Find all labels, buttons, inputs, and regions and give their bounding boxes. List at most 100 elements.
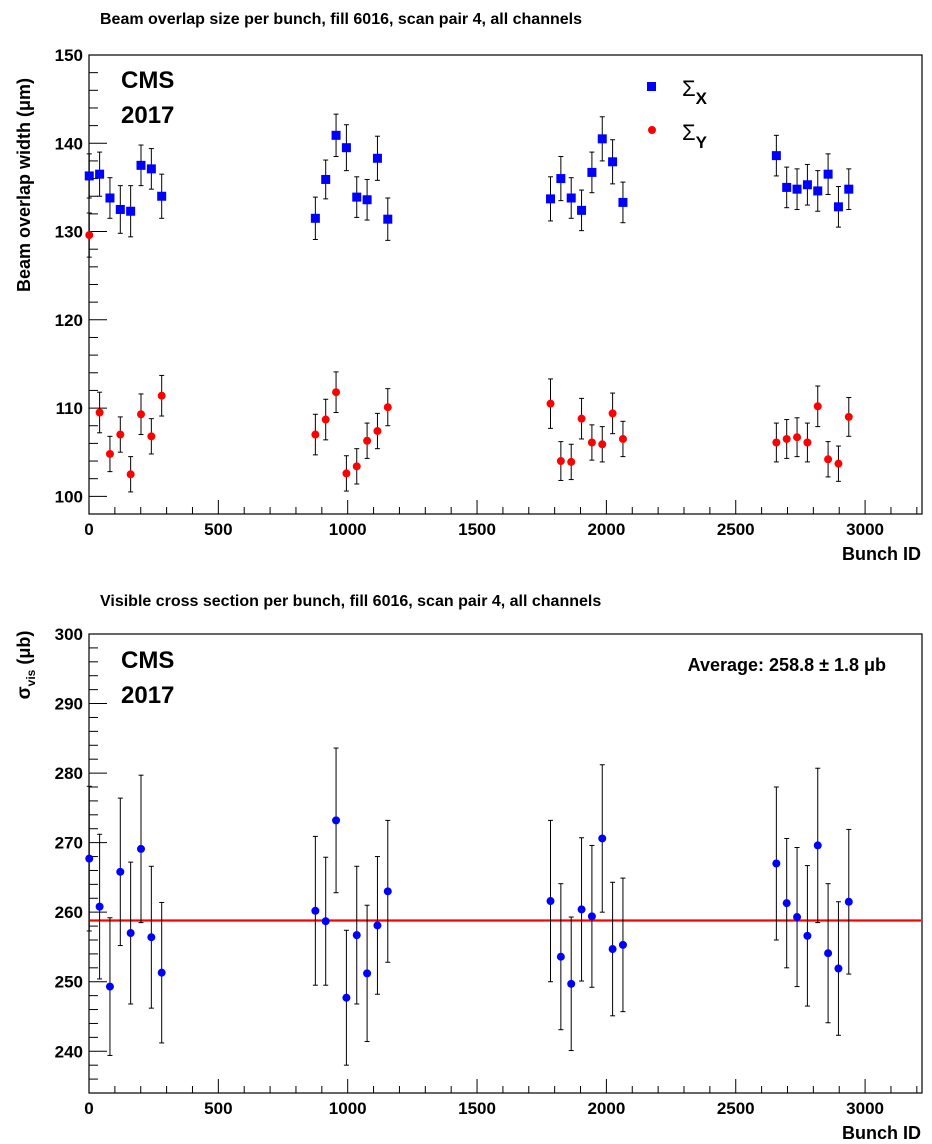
data-point-circle: [782, 899, 791, 908]
x-tick-label: 0: [84, 1099, 93, 1118]
data-point-circle: [813, 841, 822, 850]
legend-sigma-x-subscript: X: [696, 89, 708, 108]
x-tick-label: 2000: [587, 520, 625, 539]
data-point-circle: [332, 816, 341, 825]
cms-label-top: CMS: [121, 67, 174, 94]
data-point-circle: [844, 897, 853, 906]
data-point-square: [157, 191, 167, 201]
data-point-circle: [598, 440, 607, 449]
beam-overlap-y-axis-label: Beam overlap width (μm): [14, 78, 34, 292]
x-tick-label: 0: [84, 520, 93, 539]
data-point-circle: [136, 410, 145, 419]
data-point-circle: [352, 931, 361, 940]
data-point-square: [136, 160, 146, 170]
data-point-circle: [567, 979, 576, 988]
data-point-square: [844, 184, 854, 194]
data-point-circle: [342, 993, 351, 1002]
beam-overlap-panel: Beam overlap size per bunch, fill 6016, …: [14, 11, 923, 564]
data-point-circle: [342, 469, 351, 478]
data-point-circle: [147, 432, 156, 441]
data-point-circle: [105, 449, 114, 458]
data-point-square: [84, 171, 94, 181]
data-point-circle: [321, 415, 330, 424]
data-point-square: [771, 151, 781, 161]
legend-sigma-x-label: ΣX: [682, 76, 708, 108]
x-tick-label: 1500: [458, 1099, 496, 1118]
x-tick-label: 2500: [717, 520, 755, 539]
data-point-circle: [587, 912, 596, 921]
legend-sigma-y-symbol: Σ: [682, 120, 696, 145]
data-point-circle: [608, 945, 617, 954]
sigma-vis-subscript: vis: [24, 669, 38, 686]
data-point-square: [782, 182, 792, 192]
x-tick-label: 1000: [329, 1099, 367, 1118]
data-point-circle: [782, 434, 791, 443]
legend-sigma-y-label: ΣY: [682, 120, 708, 152]
data-point-square: [115, 204, 125, 214]
beam-overlap-title: Beam overlap size per bunch, fill 6016, …: [100, 11, 582, 28]
data-point-circle: [85, 231, 94, 240]
beam-overlap-data-points: [84, 113, 854, 493]
y-tick-label: 280: [55, 764, 83, 783]
data-point-circle: [793, 913, 802, 922]
data-point-circle: [772, 859, 781, 868]
data-point-circle: [834, 964, 843, 973]
legend-sigma-x-marker: [647, 82, 656, 91]
y-tick-label: 120: [55, 311, 83, 330]
data-point-square: [813, 186, 823, 196]
cross-section-panel: Visible cross section per bunch, fill 60…: [14, 593, 923, 1143]
data-point-square: [321, 174, 331, 184]
data-point-square: [587, 167, 597, 177]
legend-top: ΣX ΣY: [647, 76, 708, 152]
data-point-circle: [824, 455, 833, 464]
data-point-square: [146, 164, 156, 174]
data-point-square: [95, 169, 105, 179]
data-point-circle: [85, 854, 94, 863]
sigma-unit: (μb): [14, 631, 34, 670]
data-point-square: [546, 194, 556, 204]
data-point-circle: [772, 438, 781, 447]
data-point-circle: [793, 433, 802, 442]
data-point-circle: [803, 931, 812, 940]
data-point-circle: [373, 921, 382, 930]
y-tick-label: 240: [55, 1042, 83, 1061]
data-point-circle: [157, 391, 166, 400]
data-point-circle: [363, 436, 372, 445]
data-point-square: [372, 153, 382, 163]
data-point-circle: [546, 897, 555, 906]
x-tick-label: 1000: [329, 520, 367, 539]
data-point-circle: [126, 929, 135, 938]
data-point-circle: [116, 430, 125, 439]
data-point-circle: [546, 399, 555, 408]
y-tick-label: 130: [55, 223, 83, 242]
data-point-circle: [126, 470, 135, 479]
y-tick-label: 100: [55, 487, 83, 506]
y-tick-label: 290: [55, 695, 83, 714]
data-point-square: [566, 193, 576, 203]
beam-overlap-axes: 0 500 1000 1500 2000 2500 3000 100 110 120 130 140 1…: [55, 46, 918, 539]
cross-section-axes: 0 500 1000 1500 2000 2500 3000 240 250 260 270 280 2…: [55, 625, 918, 1118]
data-point-circle: [608, 409, 617, 418]
data-point-circle: [824, 949, 833, 958]
y-tick-label: 300: [55, 625, 83, 644]
year-label-bottom: 2017: [121, 682, 174, 709]
data-point-circle: [567, 457, 576, 466]
data-point-square: [331, 130, 341, 140]
data-point-square: [792, 184, 802, 194]
cross-section-x-axis-label: Bunch ID: [842, 1123, 921, 1143]
data-point-circle: [147, 933, 156, 942]
legend-sigma-y-subscript: Y: [696, 133, 708, 152]
data-point-square: [105, 193, 115, 203]
data-point-circle: [321, 917, 330, 926]
data-point-square: [362, 195, 372, 205]
data-point-square: [341, 143, 351, 153]
data-point-circle: [383, 403, 392, 412]
x-tick-label: 2000: [587, 1099, 625, 1118]
data-point-circle: [598, 834, 607, 843]
sigma-symbol: σ: [14, 686, 35, 699]
legend-sigma-x-symbol: Σ: [682, 76, 696, 101]
data-point-circle: [352, 462, 361, 471]
cross-section-title: Visible cross section per bunch, fill 60…: [100, 593, 601, 610]
year-label-top: 2017: [121, 102, 174, 129]
cms-label-bottom: CMS: [121, 647, 174, 674]
